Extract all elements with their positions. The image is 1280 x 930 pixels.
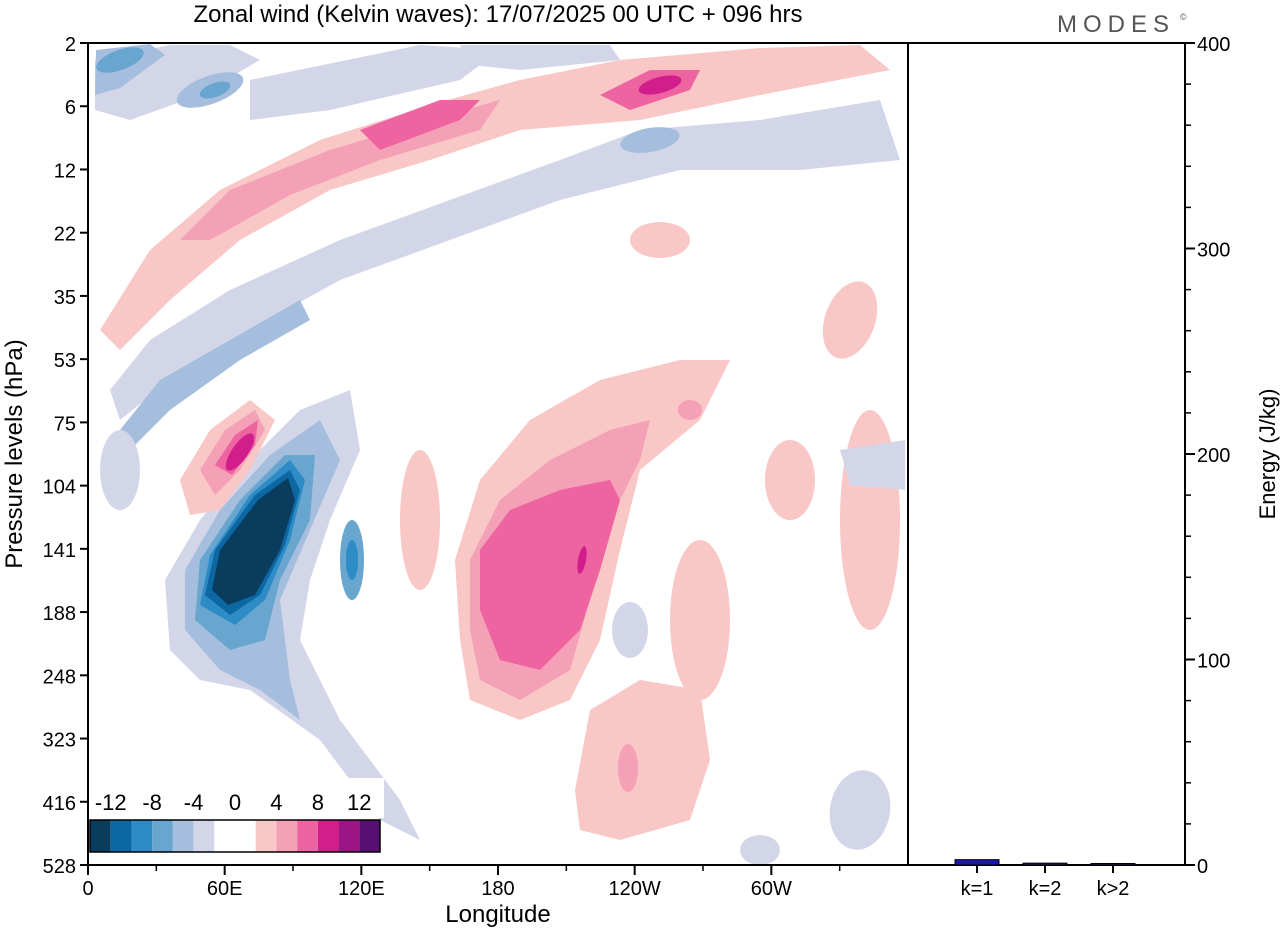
contour-pos-mid-small [630, 222, 690, 258]
y-tick-label: 104 [43, 477, 76, 499]
energy-tick-label: 300 [1197, 240, 1230, 262]
colorbar-tick-label: 4 [270, 790, 282, 815]
colorbar-frame [89, 819, 381, 853]
colorbar-swatch [276, 820, 298, 852]
colorbar-swatch [90, 820, 111, 852]
x-tick-label: 180 [481, 878, 514, 900]
colorbar-tick-label: -4 [184, 790, 204, 815]
x-axis-label: Longitude [445, 901, 550, 928]
colorbar-tick-label: 8 [312, 790, 324, 815]
contour-pos-far-right-upper [822, 281, 878, 359]
colorbar-tick-label: 12 [347, 790, 371, 815]
colorbar-swatch [193, 820, 215, 852]
x-tick-label: 60W [751, 878, 792, 900]
energy-bar [1090, 863, 1136, 866]
y-axis-label: Pressure levels (hPa) [1, 339, 28, 568]
y-tick-label: 22 [54, 224, 76, 246]
y-tick-label: 12 [54, 160, 76, 182]
colorbar-swatch [255, 820, 277, 852]
contour-neg-main-core [212, 478, 295, 605]
bar-frame [907, 42, 1186, 866]
contour-neg-mid-band [110, 100, 900, 420]
colorbar-swatch [317, 820, 339, 852]
bar-category-label: k=2 [1029, 878, 1062, 900]
contour-pos-center-2 [480, 480, 620, 670]
contour-pos-upper-peak [360, 100, 480, 150]
contour-pos-upper-ne [678, 400, 702, 420]
colorbar-swatch [110, 820, 132, 852]
contour-neg-upper-blob-core [199, 81, 231, 99]
contour-neg-upper-mid [250, 45, 500, 120]
y-tick-label: 75 [54, 413, 76, 435]
y-tick-label: 6 [65, 97, 76, 119]
brand-mark: © [1180, 12, 1187, 22]
contour-neg-right-strip [840, 440, 905, 490]
contour-pos-right-column [670, 540, 730, 700]
colorbar-swatch [359, 820, 380, 852]
contour-pos-upper-right-peak [638, 75, 682, 95]
chart-title: Zonal wind (Kelvin waves): 17/07/2025 00… [194, 1, 803, 28]
colorbar-swatch [131, 820, 153, 852]
contour-neg-mid-core [120, 300, 310, 450]
x-tick-label: 120E [338, 878, 385, 900]
energy-bar-panel: 0 100 200 300 400 k=1 k=2 k>2 [907, 34, 1230, 900]
y-tick-label: 2 [65, 34, 76, 56]
colorbar-swatch [338, 820, 360, 852]
contour-neg-bottom [740, 835, 780, 865]
contour-neg-top-right [460, 45, 620, 70]
y-tick-label: 35 [54, 287, 76, 309]
contour-neg-bottom-right [829, 770, 891, 850]
energy-tick-label: 100 [1197, 651, 1230, 673]
colorbar-tick-label: -12 [95, 790, 127, 815]
x-tick-label: 120W [609, 878, 661, 900]
contour-neg-left-edge [100, 430, 140, 510]
y-tick-label: 188 [43, 603, 76, 625]
y-tick-label: 528 [43, 856, 76, 878]
modes-logo: MODES © [1057, 11, 1187, 38]
colorbar-label-bg [86, 778, 384, 818]
x-tick-label: 60E [207, 878, 243, 900]
colorbar-swatch [235, 820, 256, 852]
energy-bar [954, 859, 1000, 866]
contour-neg-side-core [346, 540, 358, 580]
contour-pos-right-small [765, 440, 815, 520]
colorbar-swatch [172, 820, 194, 852]
colorbar-swatch [297, 820, 318, 852]
bar-category-label: k=1 [961, 878, 994, 900]
contour-pos-lower-right [575, 680, 710, 840]
x-tick-label: 0 [82, 878, 93, 900]
y-tick-label: 53 [54, 350, 76, 372]
energy-tick-label: 400 [1197, 34, 1230, 56]
contour-neg-mid-right [620, 127, 680, 153]
y-tick-label: 416 [43, 793, 76, 815]
colorbar-tick-label: 0 [229, 790, 241, 815]
contour-neg-lower-right [612, 602, 648, 658]
colorbar-tick-label: -8 [142, 790, 162, 815]
contour-pos-lower-right-core [618, 744, 638, 792]
colorbar-swatch [214, 820, 235, 852]
heatmap-field [95, 44, 905, 865]
energy-tick-label: 0 [1197, 856, 1208, 878]
colorbar: -12 -8 -4 0 4 8 12 [86, 778, 384, 853]
y-tick-label: 323 [43, 730, 76, 752]
energy-tick-label: 200 [1197, 445, 1230, 467]
energy-axis-label: Energy (J/kg) [1255, 389, 1280, 520]
bar-category-label: k>2 [1097, 878, 1130, 900]
contour-pos-center-peak [577, 546, 587, 574]
y-tick-label: 248 [43, 666, 76, 688]
y-tick-label: 141 [43, 540, 76, 562]
contour-neg-upper-left [96, 47, 144, 73]
contour-pos-mid-column [400, 450, 440, 590]
colorbar-swatch [152, 820, 173, 852]
energy-bar [1022, 862, 1068, 866]
contour-pos-left-peak [225, 433, 255, 471]
brand-text: MODES [1057, 11, 1175, 38]
